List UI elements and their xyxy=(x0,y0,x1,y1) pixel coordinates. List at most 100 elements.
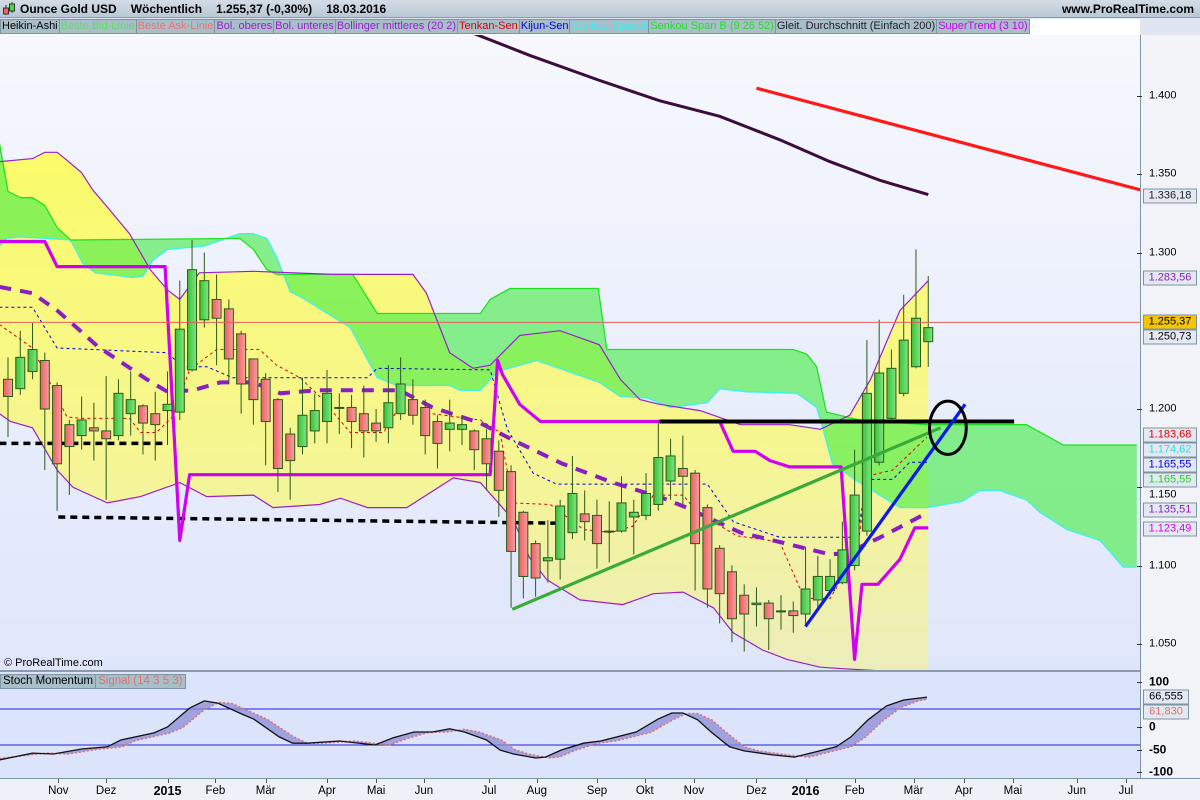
candle xyxy=(456,415,467,445)
candle-body-up xyxy=(334,406,345,409)
candle xyxy=(800,546,811,627)
candle xyxy=(334,393,345,435)
time-tick xyxy=(596,779,598,783)
time-tick-label: Jun xyxy=(1067,785,1086,797)
candle xyxy=(776,595,787,630)
candle xyxy=(751,587,762,627)
candle xyxy=(591,499,602,569)
candle xyxy=(88,402,99,461)
price-value-label: 1.183,68 xyxy=(1143,427,1197,443)
candle-body-down xyxy=(579,513,590,523)
candle xyxy=(383,365,394,444)
candle xyxy=(3,357,13,438)
candle-body-up xyxy=(616,502,627,532)
candle xyxy=(223,299,234,384)
legend-item[interactable]: Bol. oberes xyxy=(214,19,275,34)
candle xyxy=(923,275,934,367)
candle-body-down xyxy=(211,298,222,319)
time-tick xyxy=(805,779,807,783)
candle-body-up xyxy=(812,575,823,601)
price-tick xyxy=(1137,487,1142,489)
time-tick xyxy=(106,779,108,783)
candle-body-down xyxy=(432,421,443,444)
candle xyxy=(260,373,271,466)
stoch-background xyxy=(0,672,1140,778)
candle xyxy=(395,357,406,420)
candle-body-up xyxy=(555,505,566,560)
candle-body-up xyxy=(174,328,185,413)
candle-body-up xyxy=(776,610,787,613)
candle xyxy=(506,465,517,608)
stoch-momentum-chart[interactable] xyxy=(0,672,1140,778)
time-tick-label: Mär xyxy=(255,785,276,797)
price-value-label: 1.255,37 xyxy=(1143,314,1197,330)
candle xyxy=(39,352,50,471)
legend-item[interactable]: SuperTrend (3 10) xyxy=(936,19,1030,34)
candle-body-up xyxy=(898,339,909,394)
time-tick-label: Nov xyxy=(683,785,705,797)
legend-item[interactable]: Bol. unteres xyxy=(273,19,336,34)
signal-line xyxy=(0,698,928,760)
candle xyxy=(199,252,210,328)
candle xyxy=(137,404,148,455)
ellipse-drawing xyxy=(927,399,968,456)
price-axis[interactable]: 1.400 1.350 1.336,18 1.300 1.283,56 1.255,37 1… xyxy=(1137,35,1200,780)
legend-item[interactable]: Beste Ask-Linie xyxy=(135,19,216,34)
stoch-legend-signal[interactable]: Signal (14 3 5 3) xyxy=(95,674,186,689)
candle xyxy=(812,556,823,610)
time-tick xyxy=(854,779,856,783)
bollinger-upper-line xyxy=(0,151,929,430)
price-tick xyxy=(1137,174,1142,176)
legend-item[interactable]: Kijun-Sen xyxy=(518,19,571,34)
candle xyxy=(898,294,909,397)
candle xyxy=(285,427,296,500)
candle xyxy=(248,358,259,425)
candle xyxy=(849,449,860,571)
candle-body-down xyxy=(3,378,13,397)
candle-body-up xyxy=(604,530,615,533)
legend-item[interactable]: Heikin-Ashi xyxy=(0,19,60,34)
candle xyxy=(714,545,725,624)
legend-item[interactable]: Senkou Span A xyxy=(569,19,650,34)
panel-divider[interactable] xyxy=(0,670,1200,672)
time-axis[interactable]: Nov Dez 2015 Feb Mär Apr Mai Jun Jul Aug Sep Okt Nov… xyxy=(0,778,1200,800)
time-tick-label: 2016 xyxy=(791,784,820,798)
candle-body-up xyxy=(800,588,811,615)
copyright: © ProRealTime.com xyxy=(4,657,103,669)
candle-body-down xyxy=(260,378,271,423)
candle-body-up xyxy=(874,372,885,463)
legend-item[interactable]: Bollinger mittleres (20 2) xyxy=(334,19,459,34)
price-value-label: 1.250,73 xyxy=(1143,329,1197,345)
candle xyxy=(407,379,418,425)
price-chart[interactable] xyxy=(0,35,1140,670)
instrument-name: Ounce Gold USD xyxy=(20,1,117,16)
time-tick xyxy=(536,779,538,783)
price-value-label: 1.174,62 xyxy=(1143,442,1197,458)
senkou-span-a-line xyxy=(0,233,1137,568)
candle xyxy=(432,415,443,469)
candle xyxy=(371,409,382,442)
candle xyxy=(150,391,161,461)
legend-item[interactable]: Gleit. Durchschnitt (Einfach 200) xyxy=(774,19,938,34)
candle-body-up xyxy=(444,422,455,430)
legend-item[interactable]: Tenkan-Sen xyxy=(457,19,520,34)
candle-body-down xyxy=(64,424,75,448)
candle xyxy=(702,504,713,608)
website-link[interactable]: www.ProRealTime.com xyxy=(1061,2,1194,16)
candle-body-down xyxy=(714,547,725,595)
candle-body-down xyxy=(407,399,418,416)
candle-body-up xyxy=(322,392,333,423)
stoch-legend-momentum[interactable]: Stoch Momentum xyxy=(0,674,97,689)
stoch-tick xyxy=(1137,682,1142,683)
legend-item[interactable]: Senkou Span B (9 26 52) xyxy=(648,19,776,34)
legend-item[interactable]: Beste Bid-Linie xyxy=(58,19,137,34)
ichimoku-cloud-fill xyxy=(0,146,1137,568)
candle xyxy=(579,490,590,541)
candle-body-down xyxy=(150,413,161,426)
candle-body-down xyxy=(677,467,688,477)
price-tick xyxy=(1137,96,1142,97)
candle-body-up xyxy=(199,280,210,321)
candle xyxy=(101,376,112,500)
candle-body-up xyxy=(910,317,921,368)
price-value-label: 1.283,56 xyxy=(1143,270,1197,286)
